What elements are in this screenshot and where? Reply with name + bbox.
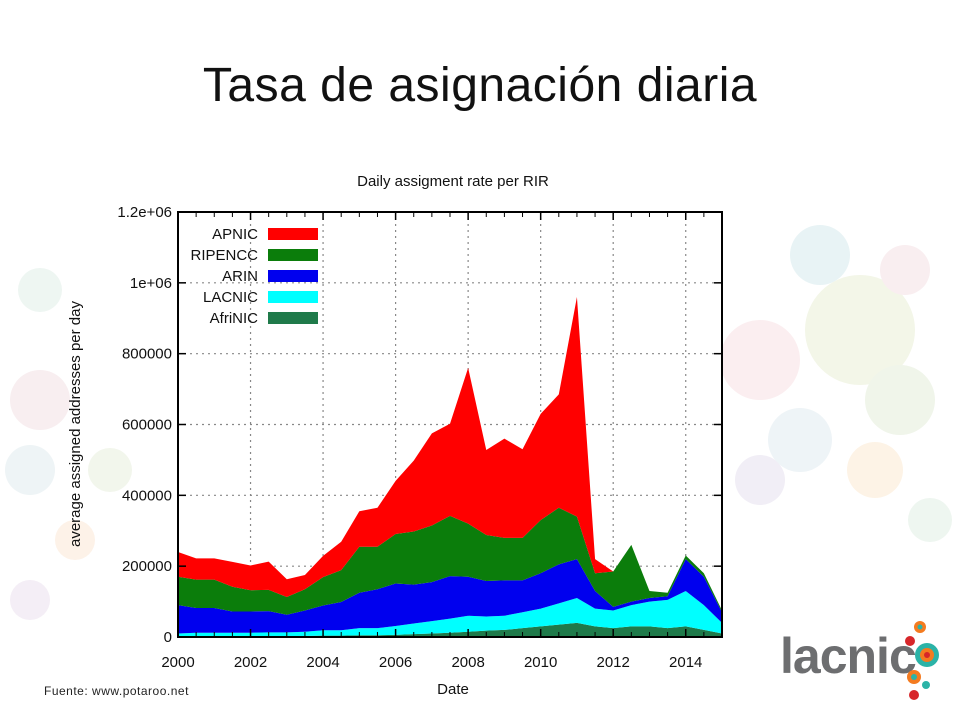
series-area-arin — [178, 559, 722, 634]
stacked-areas — [178, 297, 722, 637]
y-tick-label: 1.2e+06 — [117, 204, 172, 221]
chart-title: Daily assigment rate per RIR — [357, 173, 549, 190]
logo-dots-icon — [905, 621, 939, 700]
y-tick-label: 0 — [164, 629, 172, 646]
legend-label: AfriNIC — [210, 310, 259, 327]
series-area-apnic — [178, 297, 722, 611]
legend-swatch — [268, 228, 318, 240]
series-area-ripencc — [178, 507, 722, 615]
legend-swatch — [268, 249, 318, 261]
series-area-lacnic — [178, 590, 722, 637]
x-tick-label: 2000 — [161, 654, 194, 671]
legend: APNIC RIPENCC ARIN LACNIC AfriNIC — [190, 226, 318, 327]
axis-ticks: 2000 2002 2004 2006 2008 2010 2012 2014 0 200000 4… — [117, 204, 723, 671]
x-tick-label: 2004 — [306, 654, 339, 671]
y-tick-label: 800000 — [122, 346, 172, 363]
logo-wordmark: lacnic — [780, 628, 917, 684]
x-tick-label: 2014 — [669, 654, 702, 671]
legend-swatch — [268, 291, 318, 303]
slide-title: Tasa de asignación diaria — [202, 59, 758, 112]
x-tick-label: 2006 — [379, 654, 412, 671]
x-tick-label: 2008 — [451, 654, 484, 671]
y-tick-label: 1e+06 — [130, 275, 172, 292]
legend-swatch — [268, 270, 318, 282]
legend-swatch — [268, 312, 318, 324]
legend-label: ARIN — [222, 268, 258, 285]
x-tick-label: 2010 — [524, 654, 557, 671]
legend-label: LACNIC — [203, 289, 258, 306]
source-note: Fuente: www.potaroo.net — [44, 684, 189, 698]
y-tick-label: 400000 — [122, 487, 172, 504]
lacnic-logo: lacnic — [780, 615, 950, 705]
y-tick-label: 200000 — [122, 558, 172, 575]
y-axis-label: average assigned addresses per day — [67, 301, 84, 547]
x-axis-label: Date — [437, 681, 469, 698]
x-tick-label: 2012 — [597, 654, 630, 671]
legend-label: APNIC — [212, 226, 258, 243]
legend-label: RIPENCC — [190, 247, 258, 264]
y-tick-label: 600000 — [122, 417, 172, 434]
area-chart: Daily assigment rate per RIR 2000 2002 200… — [67, 173, 723, 698]
series-area-afrinic — [178, 622, 722, 637]
x-tick-label: 2002 — [234, 654, 267, 671]
